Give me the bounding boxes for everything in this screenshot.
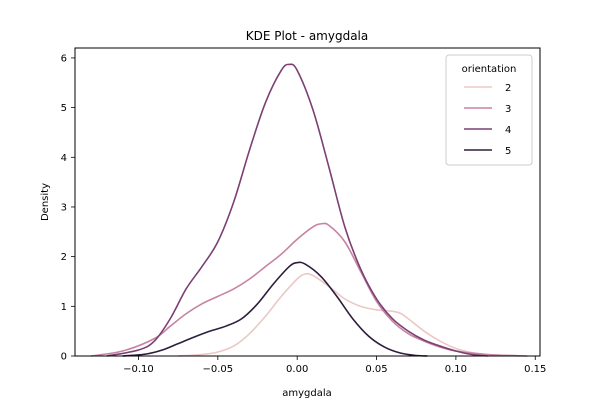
- legend: orientation 2 3 4 5: [445, 54, 533, 166]
- legend-box: [445, 54, 533, 166]
- x-tick-label: −0.10: [123, 364, 154, 375]
- x-tick-label: 0.15: [524, 364, 546, 375]
- y-tick-label: 5: [61, 103, 67, 114]
- kde-curve-orientation-4: [106, 63, 488, 357]
- x-tick-label: 0.00: [286, 364, 308, 375]
- chart-title: KDE Plot - amygdala: [246, 29, 369, 43]
- x-tick-label: 0.05: [365, 364, 387, 375]
- axes-frame: [74, 47, 541, 357]
- x-axis-label: amygdala: [282, 388, 332, 399]
- y-tick-label: 3: [61, 202, 67, 213]
- y-tick-label: 6: [61, 53, 67, 64]
- x-tick-label: −0.05: [203, 364, 234, 375]
- y-ticks: 0 1 2 3 4 5 6: [61, 53, 75, 363]
- legend-label-orientation-5: 5: [505, 146, 511, 157]
- legend-label-orientation-3: 3: [505, 104, 511, 115]
- y-tick-label: 1: [61, 302, 67, 313]
- y-axis-label: Density: [40, 183, 51, 221]
- x-tick-label: 0.10: [445, 364, 467, 375]
- legend-label-orientation-2: 2: [505, 83, 511, 94]
- kde-curve-orientation-3: [90, 222, 528, 357]
- legend-title: orientation: [462, 64, 517, 75]
- kde-curve-orientation-5: [122, 261, 428, 357]
- legend-items: 2 3 4 5: [464, 83, 511, 157]
- legend-label-orientation-4: 4: [505, 125, 511, 136]
- y-tick-label: 4: [61, 153, 67, 164]
- curves-layer: [90, 63, 528, 357]
- y-tick-label: 2: [61, 252, 67, 263]
- y-tick-label: 0: [61, 352, 67, 363]
- x-ticks: −0.10 −0.05 0.00 0.05 0.10 0.15: [123, 356, 546, 375]
- kde-curve-orientation-2: [178, 272, 520, 357]
